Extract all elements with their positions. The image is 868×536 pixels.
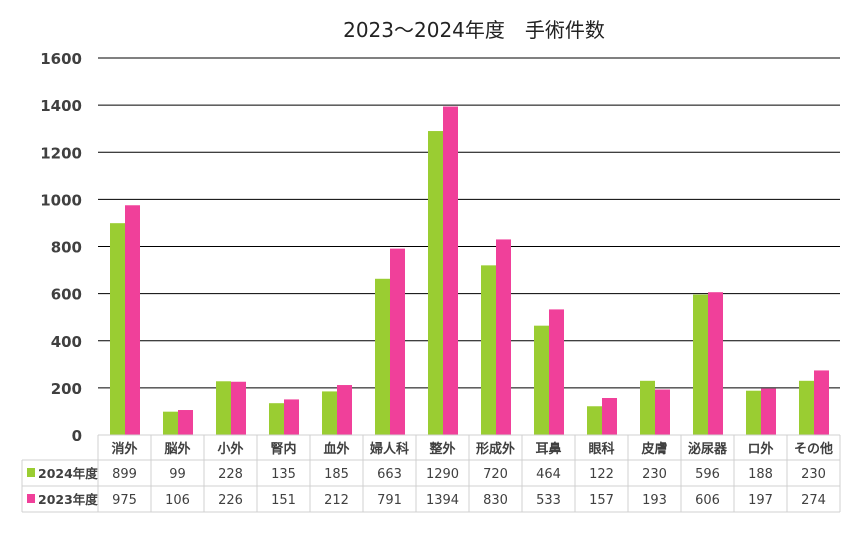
data-label: 135 xyxy=(271,467,296,482)
data-label: 606 xyxy=(695,493,720,508)
bar-2024年度 xyxy=(322,391,337,435)
data-label: 830 xyxy=(483,493,508,508)
category-label: 整外 xyxy=(428,441,455,457)
category-label: その他 xyxy=(794,441,833,457)
bar-2024年度 xyxy=(269,403,284,435)
data-label: 230 xyxy=(801,467,826,482)
category-label: 泌尿器 xyxy=(688,441,728,457)
data-label: 596 xyxy=(695,467,720,482)
category-label: 耳鼻 xyxy=(535,441,561,457)
data-label: 663 xyxy=(377,467,402,482)
bar-2024年度 xyxy=(110,223,125,435)
data-label: 106 xyxy=(165,493,190,508)
bar-2024年度 xyxy=(216,381,231,435)
bar-2023年度 xyxy=(814,370,829,435)
data-label: 464 xyxy=(536,467,561,482)
chart-title: 2023〜2024年度 手術件数 xyxy=(343,18,605,42)
bar-2023年度 xyxy=(549,309,564,435)
data-label: 193 xyxy=(642,493,667,508)
bar-2023年度 xyxy=(761,388,776,435)
data-label: 212 xyxy=(324,493,349,508)
y-tick-label: 600 xyxy=(51,286,82,304)
bar-2024年度 xyxy=(428,131,443,435)
data-label: 899 xyxy=(112,467,137,482)
data-label: 1290 xyxy=(426,467,459,482)
y-tick-label: 0 xyxy=(72,427,82,445)
bar-2023年度 xyxy=(443,106,458,435)
bar-2024年度 xyxy=(587,406,602,435)
category-label: 形成外 xyxy=(476,441,515,457)
y-tick-label: 800 xyxy=(51,239,82,257)
y-tick-label: 200 xyxy=(51,380,82,398)
data-label: 185 xyxy=(324,467,349,482)
bar-2023年度 xyxy=(337,385,352,435)
y-tick-label: 1600 xyxy=(40,50,82,68)
legend-label: 2023年度 xyxy=(38,492,98,507)
data-label: 975 xyxy=(112,493,137,508)
category-label: 婦人科 xyxy=(369,441,409,457)
category-label: 血外 xyxy=(323,441,349,457)
data-label: 99 xyxy=(169,467,186,482)
y-tick-label: 400 xyxy=(51,333,82,351)
legend-label: 2024年度 xyxy=(38,466,98,481)
category-label: 脳外 xyxy=(164,441,190,457)
category-label: 消外 xyxy=(111,441,137,457)
data-label: 157 xyxy=(589,493,614,508)
bar-2023年度 xyxy=(125,205,140,435)
category-label: 小外 xyxy=(217,441,243,457)
data-label: 230 xyxy=(642,467,667,482)
legend-swatch xyxy=(27,494,35,503)
bar-2024年度 xyxy=(534,325,549,435)
data-label: 274 xyxy=(801,493,826,508)
category-label: ロ外 xyxy=(747,441,773,457)
bar-2024年度 xyxy=(640,380,655,435)
bar-2024年度 xyxy=(746,390,761,435)
data-label: 226 xyxy=(218,493,243,508)
bar-2023年度 xyxy=(496,239,511,435)
bar-2023年度 xyxy=(655,389,670,435)
data-label: 122 xyxy=(589,467,614,482)
bar-2023年度 xyxy=(708,292,723,435)
category-label: 皮膚 xyxy=(640,441,667,457)
bar-2024年度 xyxy=(163,411,178,435)
y-tick-label: 1200 xyxy=(40,144,82,162)
bar-2024年度 xyxy=(481,265,496,435)
data-label: 533 xyxy=(536,493,561,508)
bar-2023年度 xyxy=(231,381,246,435)
y-tick-label: 1000 xyxy=(40,191,82,209)
legend-swatch xyxy=(27,468,35,477)
bar-2024年度 xyxy=(375,278,390,435)
data-label: 188 xyxy=(748,467,773,482)
y-tick-label: 1400 xyxy=(40,97,82,115)
data-label: 151 xyxy=(271,493,296,508)
data-label: 228 xyxy=(218,467,243,482)
bar-2023年度 xyxy=(284,399,299,435)
bar-2023年度 xyxy=(178,410,193,435)
bar-2024年度 xyxy=(799,380,814,435)
category-label: 腎内 xyxy=(270,441,296,457)
data-label: 1394 xyxy=(426,493,459,508)
bar-2024年度 xyxy=(693,294,708,435)
data-label: 791 xyxy=(377,493,402,508)
bar-2023年度 xyxy=(602,398,617,435)
data-label: 197 xyxy=(748,493,773,508)
bar-2023年度 xyxy=(390,248,405,435)
data-label: 720 xyxy=(483,467,508,482)
category-label: 眼科 xyxy=(588,441,614,457)
